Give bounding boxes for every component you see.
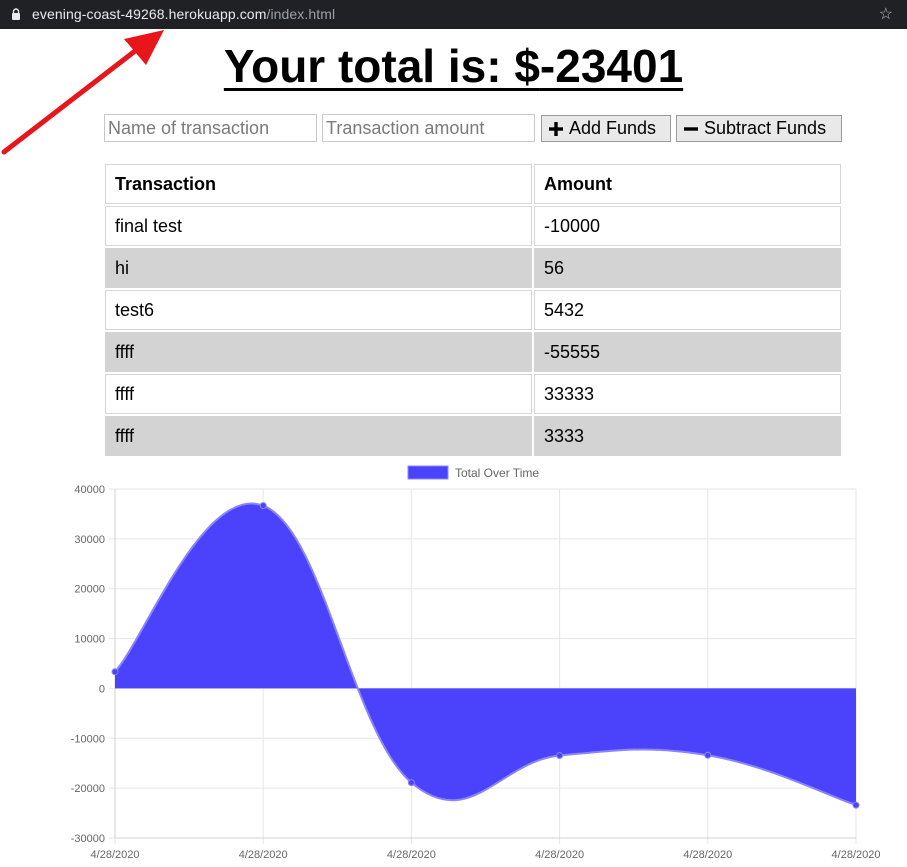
x-tick-label: 4/28/2020 <box>832 849 881 861</box>
add-funds-button[interactable]: Add Funds <box>541 115 671 142</box>
transaction-amount-cell: 56 <box>534 248 841 288</box>
table-row: hi 56 <box>105 248 841 288</box>
table-row: ffff -55555 <box>105 332 841 372</box>
data-point <box>407 779 415 787</box>
page-title: Your total is: $-23401 <box>0 40 907 92</box>
y-tick-label: -10000 <box>71 733 105 745</box>
data-point <box>704 751 712 759</box>
transaction-amount-cell: -10000 <box>534 206 841 246</box>
plus-icon <box>549 121 563 136</box>
table-row: ffff 3333 <box>105 416 841 456</box>
y-tick-label: 40000 <box>74 484 105 496</box>
transaction-amount-cell: -55555 <box>534 332 841 372</box>
subtract-funds-label: Subtract Funds <box>704 118 827 138</box>
transaction-name-cell: hi <box>105 248 532 288</box>
x-tick-label: 4/28/2020 <box>683 849 732 861</box>
y-tick-label: 0 <box>99 683 105 695</box>
transaction-amount-cell: 3333 <box>534 416 841 456</box>
y-tick-label: 30000 <box>74 534 105 546</box>
data-point <box>556 752 564 760</box>
data-point <box>259 502 267 510</box>
minus-icon <box>684 126 698 131</box>
table-header-row: Transaction Amount <box>105 164 841 204</box>
transaction-name-cell: ffff <box>105 332 532 372</box>
browser-address-bar[interactable]: evening-coast-49268.herokuapp.com/index.… <box>0 0 907 29</box>
series-area <box>115 503 856 806</box>
header-amount: Amount <box>534 164 841 204</box>
x-tick-label: 4/28/2020 <box>535 849 584 861</box>
legend-label: Total Over Time <box>455 466 539 480</box>
transaction-amount-cell: 5432 <box>534 290 841 330</box>
transaction-name-cell: final test <box>105 206 532 246</box>
transaction-name-input[interactable] <box>104 114 317 142</box>
url-text[interactable]: evening-coast-49268.herokuapp.com/index.… <box>32 6 335 22</box>
subtract-funds-button[interactable]: Subtract Funds <box>676 115 842 142</box>
transaction-amount-cell: 33333 <box>534 374 841 414</box>
total-value: -23401 <box>539 40 684 92</box>
data-point <box>111 668 119 676</box>
y-tick-label: -20000 <box>71 783 105 795</box>
table-row: test6 5432 <box>105 290 841 330</box>
x-tick-label: 4/28/2020 <box>239 849 288 861</box>
bookmark-star-icon[interactable]: ☆ <box>878 6 893 23</box>
x-tick-label: 4/28/2020 <box>91 849 140 861</box>
transaction-name-cell: ffff <box>105 416 532 456</box>
data-point <box>852 801 860 809</box>
total-over-time-chart: 40000 30000 20000 10000 0 -10000 -20000 -30000 4… <box>71 465 881 861</box>
x-tick-label: 4/28/2020 <box>387 849 436 861</box>
header-transaction: Transaction <box>105 164 532 204</box>
add-funds-label: Add Funds <box>569 118 657 138</box>
lock-icon <box>12 8 20 20</box>
url-path: /index.html <box>266 6 336 22</box>
y-tick-label: 20000 <box>74 584 105 596</box>
legend-swatch <box>407 465 449 480</box>
table-row: ffff 33333 <box>105 374 841 414</box>
url-host: evening-coast-49268.herokuapp.com <box>32 6 267 22</box>
transaction-name-cell: test6 <box>105 290 532 330</box>
transaction-amount-input[interactable] <box>322 114 535 142</box>
table-row: final test -10000 <box>105 206 841 246</box>
transactions-table: Transaction Amount final test -10000 hi … <box>103 162 843 458</box>
transaction-name-cell: ffff <box>105 374 532 414</box>
y-tick-label: -30000 <box>71 833 105 845</box>
y-tick-label: 10000 <box>74 634 105 646</box>
title-prefix: Your total is: $ <box>223 40 540 92</box>
